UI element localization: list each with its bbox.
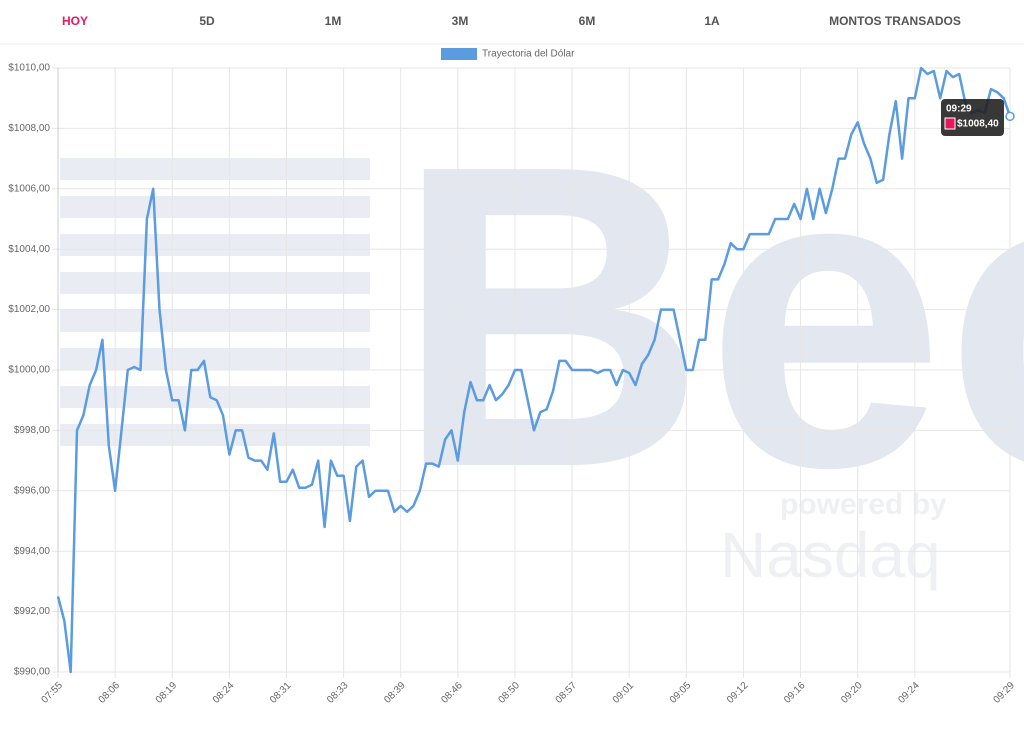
x-tick-label: 09:01 [611, 680, 637, 706]
x-tick-label: 08:46 [439, 680, 465, 706]
watermark-tagline: powered by [780, 488, 947, 521]
y-tick-label: $1010,00 [8, 63, 50, 74]
legend-label: Trayectoria del Dólar [482, 49, 575, 60]
tooltip-title: 09:29 [946, 104, 972, 115]
legend-swatch [441, 48, 477, 60]
x-tick-label: 09:20 [839, 680, 865, 706]
y-tick-label: $998,00 [14, 425, 51, 436]
y-tick-label: $1002,00 [8, 304, 50, 315]
logo-stripe [60, 386, 370, 408]
tab[interactable]: 1A [704, 14, 720, 28]
tab[interactable]: 1M [325, 14, 342, 28]
x-tick-label: 08:06 [97, 680, 123, 706]
y-tick-label: $990,00 [14, 667, 51, 678]
tab[interactable]: 6M [579, 14, 596, 28]
watermark-logo: Bec [395, 77, 1024, 557]
data-line [56, 66, 1012, 674]
tab[interactable]: HOY [62, 14, 88, 28]
x-tick-label: 08:24 [211, 680, 237, 706]
logo-stripe [60, 272, 370, 294]
y-tick-label: $994,00 [14, 546, 51, 557]
x-tick-label: 09:12 [725, 680, 751, 706]
watermark: Bec powered by Nasdaq [60, 77, 1024, 591]
tooltip-label: $1008,40 [957, 119, 999, 130]
y-tick-label: $1008,00 [8, 123, 50, 134]
logo-stripe [60, 310, 370, 332]
logo-stripe [60, 196, 370, 218]
x-tick-label: 08:39 [382, 680, 408, 706]
y-tick-label: $996,00 [14, 485, 51, 496]
x-tick-label: 08:19 [154, 680, 180, 706]
x-tick-label: 08:31 [268, 680, 294, 706]
y-tick-label: $1006,00 [8, 183, 50, 194]
logo-stripe [60, 158, 370, 180]
watermark-brand: Nasdaq [720, 519, 941, 591]
y-tick-label: $1004,00 [8, 244, 50, 255]
tooltip-swatch [944, 117, 956, 130]
tab[interactable]: 3M [452, 14, 469, 28]
tab[interactable]: 5D [199, 14, 215, 28]
logo-stripe [60, 348, 370, 370]
hover-point [1005, 111, 1015, 122]
logo-stripe [60, 424, 370, 446]
y-tick-label: $992,00 [14, 606, 51, 617]
tab[interactable]: MONTOS TRANSADOS [829, 14, 961, 28]
x-tick-label: 09:16 [782, 680, 808, 706]
x-tick-label: 08:50 [496, 680, 522, 706]
x-tick-label: 08:57 [554, 680, 580, 706]
y-tick-label: $1000,00 [8, 365, 50, 376]
x-tick-label: 08:33 [325, 680, 351, 706]
x-tick-label: 09:24 [896, 680, 922, 706]
tooltip-box [941, 99, 1004, 136]
x-tick-label: 09:05 [668, 680, 694, 706]
x-tick-label: 07:55 [40, 680, 66, 706]
x-tick-label: 09:29 [992, 680, 1018, 706]
logo-stripe [60, 234, 370, 256]
